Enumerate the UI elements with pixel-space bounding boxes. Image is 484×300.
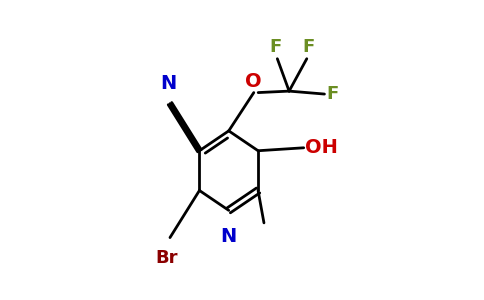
Text: O: O (244, 72, 261, 91)
Text: F: F (302, 38, 315, 56)
Text: F: F (270, 38, 282, 56)
Text: OH: OH (304, 138, 337, 157)
Text: F: F (326, 85, 338, 103)
Text: Br: Br (156, 249, 178, 267)
Text: N: N (160, 74, 177, 93)
Text: N: N (221, 226, 237, 246)
